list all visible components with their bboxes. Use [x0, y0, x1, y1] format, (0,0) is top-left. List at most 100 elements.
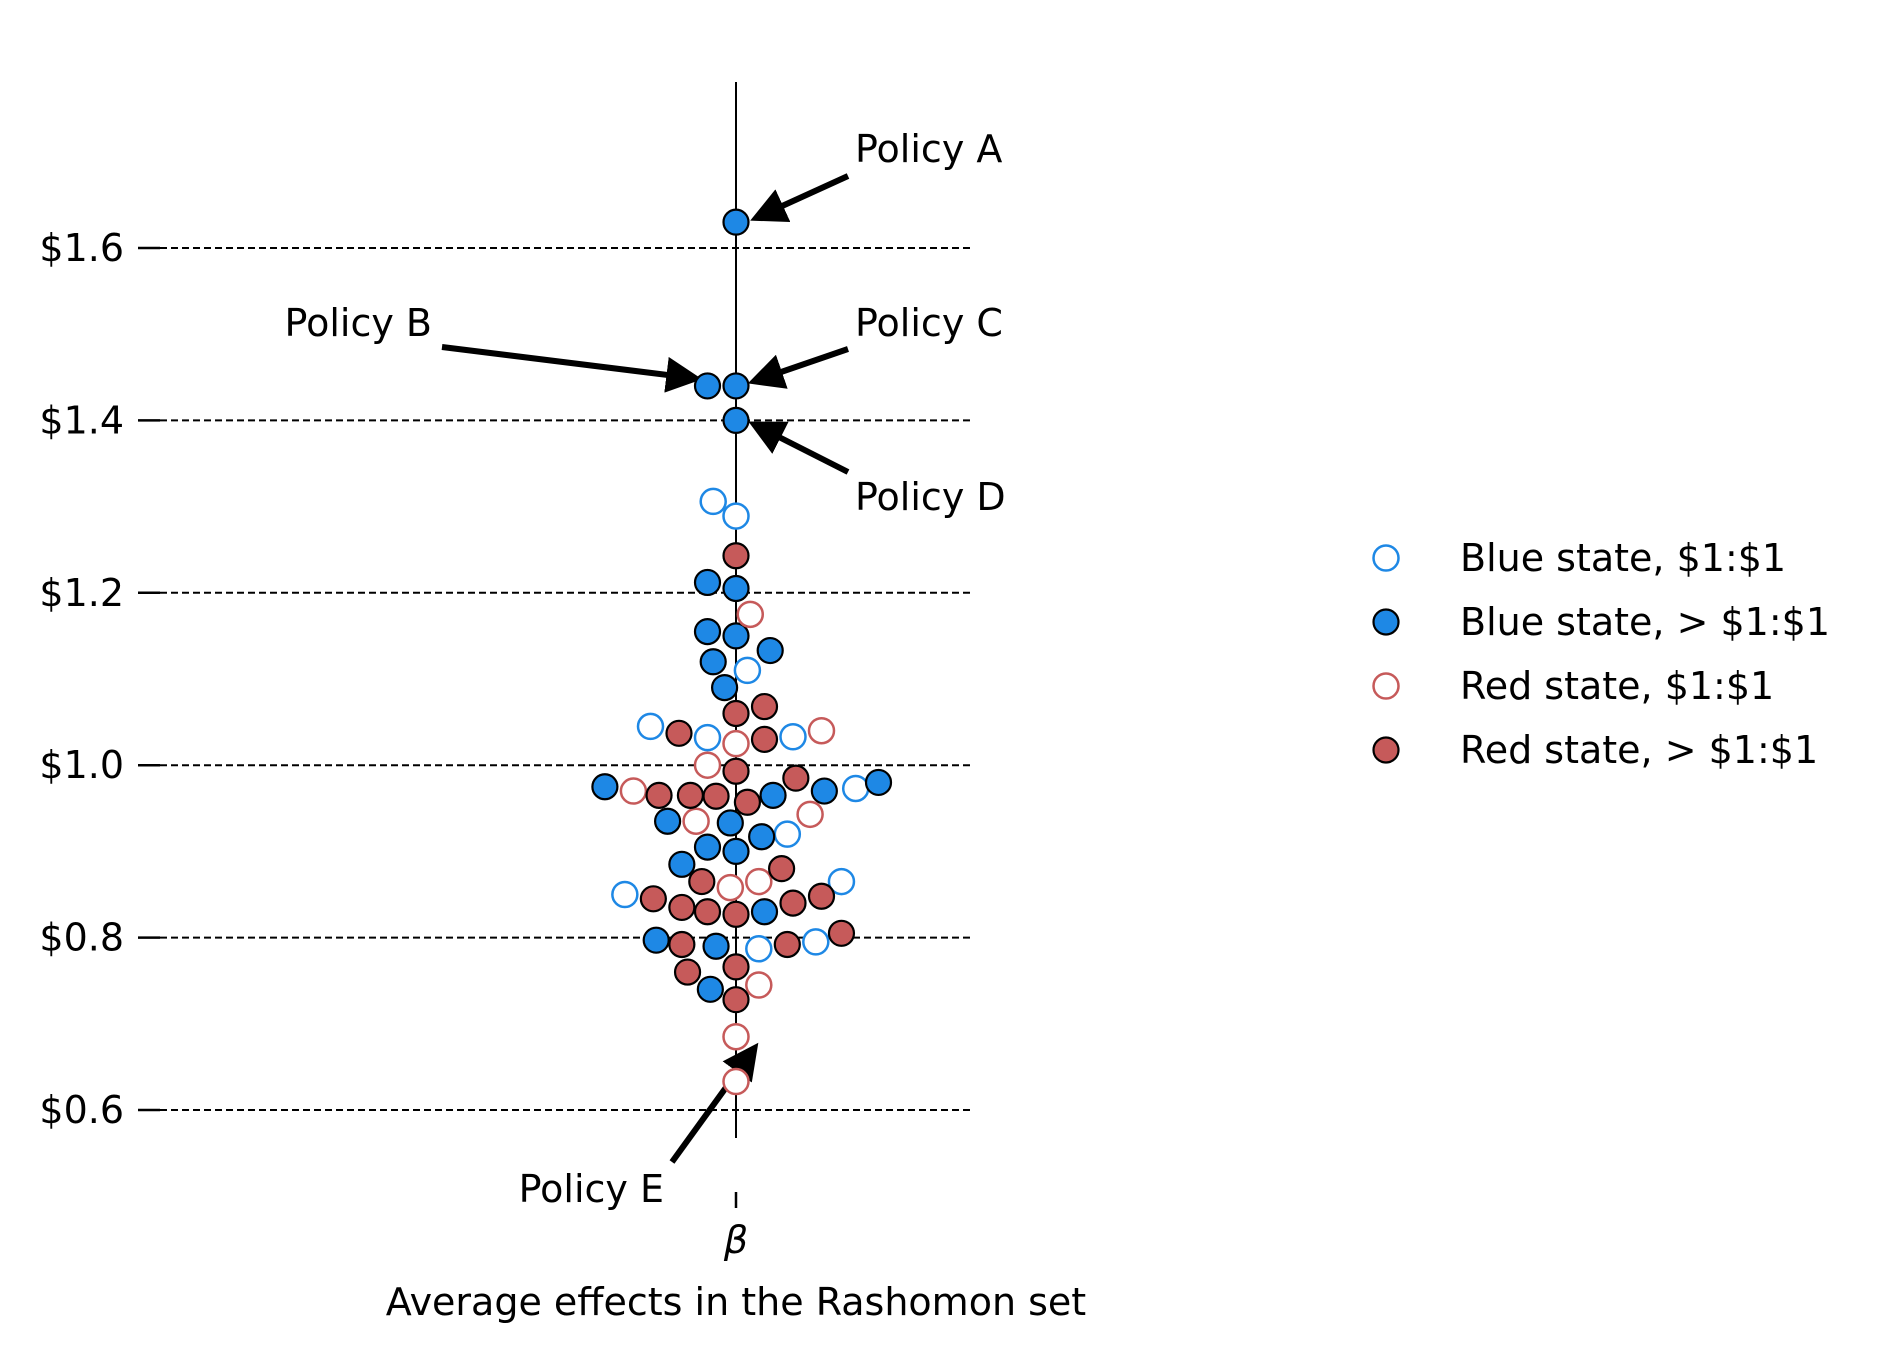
y-tick-label: $1.4 — [39, 398, 124, 442]
data-point — [693, 617, 722, 646]
data-point — [673, 958, 702, 986]
annotation-arrow — [747, 346, 849, 389]
data-point — [722, 1067, 750, 1096]
data-point — [796, 800, 824, 829]
data-point — [702, 782, 730, 810]
data-point — [693, 751, 722, 779]
legend-marker — [1372, 608, 1400, 636]
data-point — [722, 837, 750, 866]
data-point — [750, 898, 779, 926]
data-point — [750, 725, 779, 753]
data-point — [745, 935, 773, 963]
data-point — [748, 823, 776, 851]
data-point — [745, 867, 773, 896]
annotation-label: Policy E — [519, 1167, 664, 1211]
policy-annotations: Policy A Policy B Policy C Policy D Policy E — [285, 127, 1006, 1211]
data-point — [636, 712, 665, 741]
data-point — [779, 723, 807, 751]
data-point — [639, 885, 667, 913]
data-point — [807, 882, 836, 910]
data-point — [653, 807, 682, 835]
data-point — [668, 893, 696, 922]
annotation-label: Policy C — [855, 301, 1003, 345]
data-point — [710, 674, 739, 702]
data-point — [722, 406, 750, 434]
data-point — [827, 919, 856, 947]
data-point — [696, 975, 724, 1003]
legend-marker — [1372, 672, 1400, 700]
data-point — [864, 768, 893, 797]
y-axis: $0.6 $0.8 $1.0 $1.2 $1.4 $1.6 — [39, 226, 160, 1132]
data-point — [668, 930, 696, 959]
data-point — [722, 502, 750, 530]
data-point — [759, 781, 787, 809]
annotation-label: Policy B — [285, 301, 432, 345]
y-tick-label: $1.6 — [39, 226, 124, 270]
annotation-arrow — [748, 421, 850, 475]
legend: Blue state, $1:$1 Blue state, > $1:$1 Red … — [1372, 536, 1830, 772]
data-point — [693, 833, 722, 861]
data-point — [722, 372, 750, 400]
data-point — [645, 781, 673, 809]
y-tick-label: $1.0 — [39, 743, 124, 787]
data-point — [733, 788, 762, 816]
data-point — [722, 953, 750, 981]
data-point — [722, 986, 750, 1014]
data-point — [693, 372, 722, 400]
data-point — [611, 880, 639, 909]
data-point — [750, 692, 779, 721]
data-point — [807, 716, 836, 745]
data-point — [693, 568, 722, 597]
data-point — [693, 723, 722, 752]
data-point — [773, 820, 802, 848]
annotation-label: Policy A — [855, 127, 1002, 171]
data-point — [722, 622, 750, 650]
data-point — [767, 855, 796, 883]
legend-label: Red state, $1:$1 — [1460, 664, 1774, 708]
gridlines — [160, 247, 972, 1111]
data-point — [722, 542, 750, 570]
x-axis-label: Average effects in the Rashomon set — [386, 1280, 1086, 1324]
data-point — [699, 487, 727, 516]
data-point — [693, 898, 722, 926]
data-point — [722, 1022, 750, 1051]
data-point — [841, 774, 870, 803]
data-point — [688, 867, 716, 896]
annotation-label: Policy D — [855, 475, 1006, 519]
y-tick-label: $1.2 — [39, 571, 124, 615]
data-point — [756, 636, 784, 665]
legend-label: Blue state, $1:$1 — [1460, 536, 1786, 580]
data-point — [716, 809, 744, 837]
data-point — [810, 777, 838, 805]
data-point — [733, 656, 762, 685]
data-point — [591, 773, 619, 801]
annotation-arrow — [750, 173, 850, 223]
data-point — [682, 807, 710, 835]
data-point — [665, 719, 693, 747]
legend-label: Blue state, > $1:$1 — [1460, 600, 1830, 644]
data-point — [745, 971, 773, 999]
y-tick-label: $0.6 — [39, 1088, 124, 1132]
data-point — [699, 648, 727, 676]
data-point — [802, 928, 830, 956]
data-point — [736, 600, 764, 629]
data-point — [722, 699, 750, 728]
data-point — [782, 764, 810, 792]
x-tick-label: β — [723, 1218, 748, 1262]
data-point — [722, 900, 750, 928]
data-point — [722, 729, 750, 758]
data-point — [716, 873, 745, 902]
annotation-arrow — [669, 1042, 759, 1164]
legend-label: Red state, > $1:$1 — [1460, 728, 1818, 772]
legend-marker — [1372, 736, 1400, 764]
data-point — [773, 930, 801, 959]
data-point — [827, 867, 856, 896]
data-points — [591, 208, 893, 1096]
data-point — [642, 926, 670, 954]
data-point — [779, 889, 807, 917]
data-point — [619, 777, 648, 805]
data-point — [722, 757, 750, 785]
data-point — [722, 574, 750, 603]
data-point — [668, 850, 696, 878]
